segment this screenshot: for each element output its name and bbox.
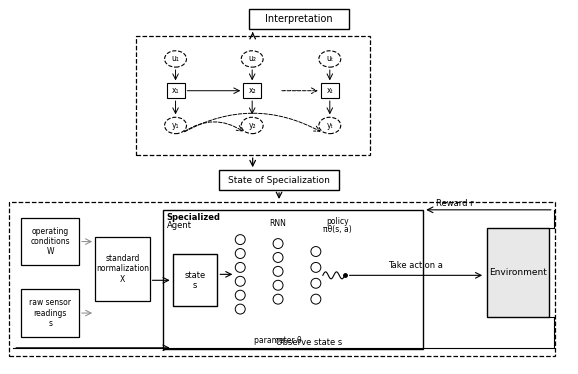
Circle shape: [311, 294, 321, 304]
Bar: [173, 254, 217, 306]
Text: y₂: y₂: [249, 121, 256, 130]
Bar: [249, 9, 349, 29]
Circle shape: [235, 304, 245, 314]
Ellipse shape: [165, 117, 187, 134]
Bar: [95, 237, 150, 301]
Text: standard
normalization
X: standard normalization X: [96, 254, 149, 284]
Text: state
s: state s: [184, 271, 206, 290]
Bar: [21, 289, 79, 337]
Ellipse shape: [319, 117, 341, 134]
Circle shape: [235, 234, 245, 245]
Circle shape: [235, 290, 245, 300]
Text: · · ·: · · ·: [283, 86, 299, 96]
Bar: [219, 170, 339, 190]
Text: u₁: u₁: [172, 55, 180, 64]
Text: RNN: RNN: [269, 219, 287, 228]
Circle shape: [273, 252, 283, 263]
Text: Reward r: Reward r: [436, 199, 474, 208]
Ellipse shape: [241, 117, 263, 134]
Circle shape: [235, 263, 245, 272]
Bar: [21, 218, 79, 266]
Text: policy: policy: [327, 217, 349, 226]
Text: Observe state s: Observe state s: [276, 338, 342, 347]
Text: parameter θ: parameter θ: [254, 336, 302, 345]
Circle shape: [311, 278, 321, 288]
Circle shape: [273, 266, 283, 276]
Text: x₁: x₁: [172, 86, 179, 95]
Text: Specialized: Specialized: [166, 213, 221, 222]
Bar: [321, 83, 339, 98]
Circle shape: [311, 246, 321, 257]
Text: y₁: y₁: [172, 121, 179, 130]
Ellipse shape: [319, 51, 341, 67]
Circle shape: [235, 276, 245, 286]
Text: raw sensor
readings
s: raw sensor readings s: [29, 298, 71, 328]
Ellipse shape: [165, 51, 187, 67]
Text: xₜ: xₜ: [327, 86, 334, 95]
Text: State of Specialization: State of Specialization: [228, 175, 330, 184]
Text: Agent: Agent: [166, 221, 191, 230]
Bar: [243, 83, 261, 98]
Circle shape: [273, 294, 283, 304]
Circle shape: [235, 249, 245, 258]
Bar: [9, 202, 555, 356]
Bar: [166, 83, 184, 98]
Ellipse shape: [241, 51, 263, 67]
Bar: [162, 210, 423, 349]
Bar: [487, 228, 549, 317]
Circle shape: [273, 239, 283, 249]
Text: operating
conditions
W: operating conditions W: [30, 227, 70, 257]
Text: Interpretation: Interpretation: [265, 14, 333, 24]
Text: πθ(s, a): πθ(s, a): [323, 225, 352, 234]
Text: Environment: Environment: [489, 268, 547, 277]
Text: Take action a: Take action a: [388, 261, 443, 270]
Bar: [136, 36, 369, 155]
Text: x₂: x₂: [249, 86, 256, 95]
Circle shape: [273, 280, 283, 290]
Circle shape: [311, 263, 321, 272]
Text: u₂: u₂: [248, 55, 256, 64]
Text: uₜ: uₜ: [326, 55, 334, 64]
Text: yₜ: yₜ: [327, 121, 334, 130]
